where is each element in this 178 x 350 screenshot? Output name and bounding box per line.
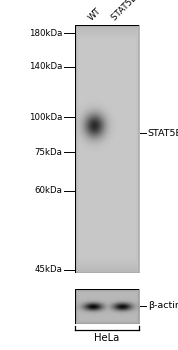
- Text: 45kDa: 45kDa: [34, 265, 62, 274]
- Text: β-actin: β-actin: [148, 301, 178, 310]
- Text: 180kDa: 180kDa: [29, 29, 62, 38]
- Text: STAT5B KO: STAT5B KO: [110, 0, 150, 23]
- Text: WT: WT: [86, 7, 102, 23]
- Text: 100kDa: 100kDa: [29, 113, 62, 122]
- Text: HeLa: HeLa: [94, 333, 119, 343]
- Text: 75kDa: 75kDa: [34, 148, 62, 157]
- Text: 60kDa: 60kDa: [34, 186, 62, 195]
- Text: STAT5B: STAT5B: [148, 128, 178, 138]
- Text: 140kDa: 140kDa: [29, 62, 62, 71]
